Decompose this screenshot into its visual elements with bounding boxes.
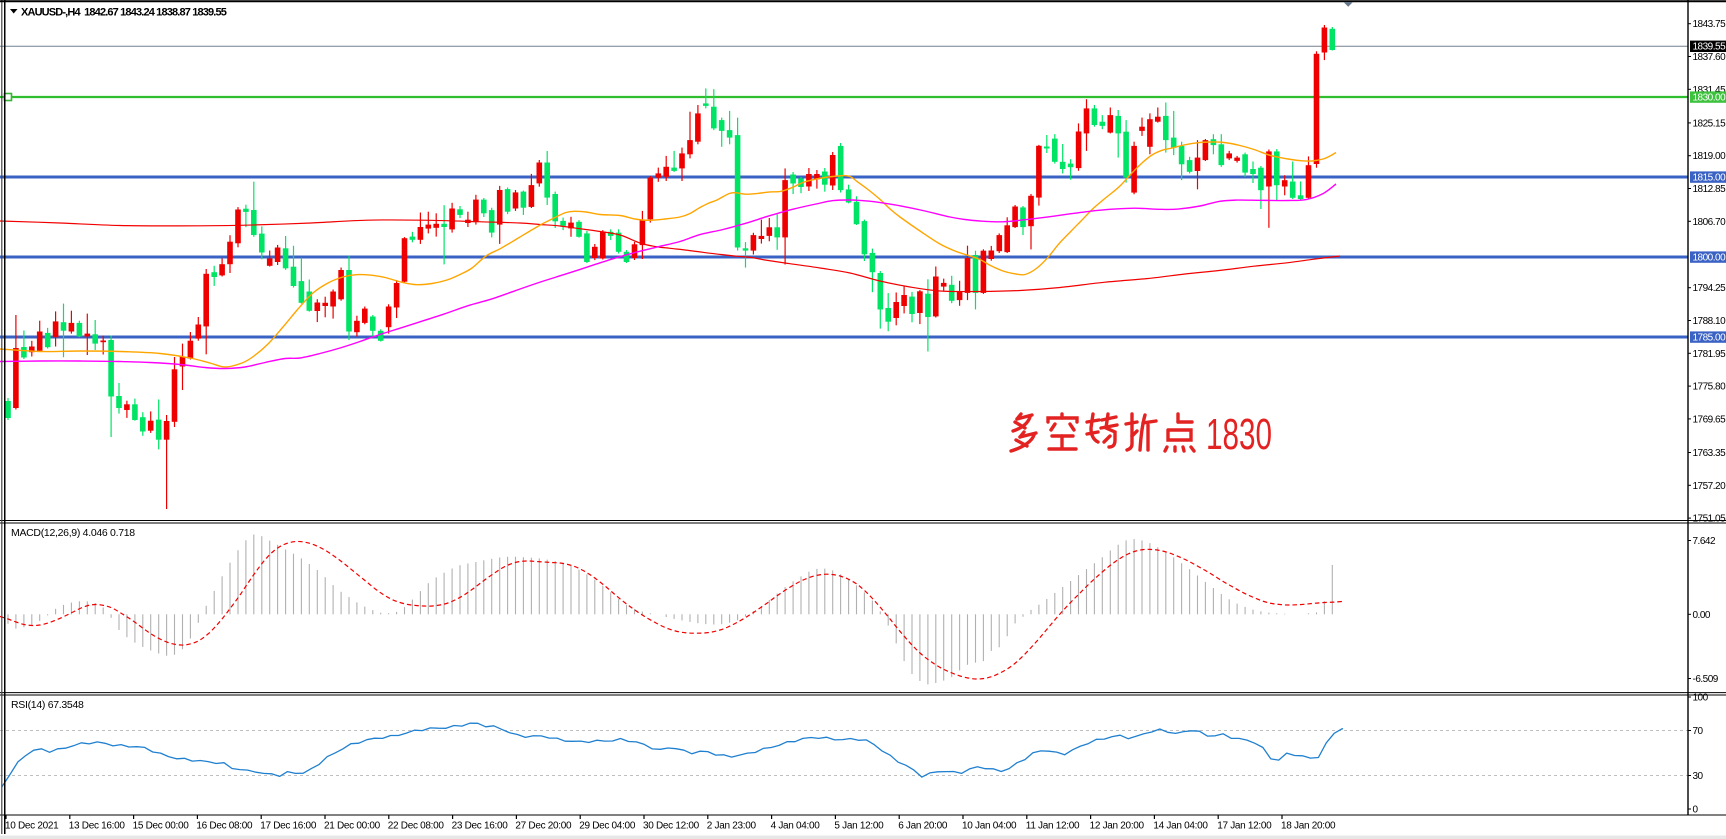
- svg-text:0.00: 0.00: [1693, 610, 1711, 621]
- svg-text:1751.05: 1751.05: [1693, 514, 1726, 525]
- svg-text:16 Dec 08:00: 16 Dec 08:00: [196, 821, 253, 832]
- svg-text:17 Jan 12:00: 17 Jan 12:00: [1217, 821, 1272, 832]
- svg-text:2 Jan 23:00: 2 Jan 23:00: [707, 821, 757, 832]
- svg-text:10 Jan 04:00: 10 Jan 04:00: [962, 821, 1017, 832]
- svg-text:1794.25: 1794.25: [1693, 283, 1726, 294]
- svg-text:1785.00: 1785.00: [1693, 333, 1726, 344]
- svg-text:18 Jan 20:00: 18 Jan 20:00: [1281, 821, 1336, 832]
- svg-text:1830: 1830: [1206, 410, 1272, 459]
- svg-text:1757.20: 1757.20: [1693, 481, 1726, 492]
- svg-text:1815.00: 1815.00: [1693, 173, 1726, 184]
- svg-text:15 Dec 00:00: 15 Dec 00:00: [133, 821, 190, 832]
- svg-text:23 Dec 16:00: 23 Dec 16:00: [452, 821, 509, 832]
- svg-text:4 Jan 04:00: 4 Jan 04:00: [771, 821, 821, 832]
- svg-text:30 Dec 12:00: 30 Dec 12:00: [643, 821, 700, 832]
- svg-text:1819.00: 1819.00: [1693, 151, 1726, 162]
- svg-text:100: 100: [1693, 693, 1709, 704]
- svg-text:1837.60: 1837.60: [1693, 52, 1726, 63]
- svg-text:-6.509: -6.509: [1693, 674, 1719, 685]
- svg-text:1769.65: 1769.65: [1693, 414, 1726, 425]
- svg-text:0: 0: [1693, 805, 1699, 816]
- svg-text:1843.75: 1843.75: [1693, 19, 1726, 30]
- svg-text:1781.95: 1781.95: [1693, 349, 1726, 360]
- svg-text:22 Dec 08:00: 22 Dec 08:00: [388, 821, 445, 832]
- svg-text:12 Jan 20:00: 12 Jan 20:00: [1090, 821, 1145, 832]
- svg-text:1800.00: 1800.00: [1693, 253, 1726, 264]
- svg-text:MACD(12,26,9) 4.046 0.718: MACD(12,26,9) 4.046 0.718: [11, 527, 135, 539]
- svg-text:21 Dec 00:00: 21 Dec 00:00: [324, 821, 381, 832]
- svg-text:17 Dec 16:00: 17 Dec 16:00: [260, 821, 317, 832]
- svg-text:30: 30: [1693, 771, 1704, 782]
- svg-text:7.642: 7.642: [1693, 536, 1716, 547]
- svg-text:11 Jan 12:00: 11 Jan 12:00: [1026, 821, 1080, 832]
- svg-text:1806.70: 1806.70: [1693, 217, 1726, 228]
- svg-text:1812.85: 1812.85: [1693, 184, 1726, 195]
- svg-text:1763.35: 1763.35: [1693, 448, 1726, 459]
- svg-text:6 Jan 20:00: 6 Jan 20:00: [898, 821, 948, 832]
- svg-text:5 Jan 12:00: 5 Jan 12:00: [834, 821, 884, 832]
- svg-text:13 Dec 16:00: 13 Dec 16:00: [69, 821, 126, 832]
- svg-text:1788.10: 1788.10: [1693, 316, 1726, 327]
- svg-text:27 Dec 20:00: 27 Dec 20:00: [515, 821, 572, 832]
- svg-text:1825.15: 1825.15: [1693, 118, 1726, 129]
- svg-text:70: 70: [1693, 726, 1704, 737]
- svg-text:1831.45: 1831.45: [1693, 85, 1726, 96]
- svg-text:1839.55: 1839.55: [1693, 42, 1726, 53]
- svg-text:1775.80: 1775.80: [1693, 382, 1726, 393]
- svg-text:RSI(14) 67.3548: RSI(14) 67.3548: [11, 699, 84, 711]
- svg-text:10 Dec 2021: 10 Dec 2021: [5, 821, 59, 832]
- svg-text:1830.00: 1830.00: [1693, 93, 1726, 104]
- svg-text:XAUUSD-,H4 1842.67 1843.24 18: XAUUSD-,H4 1842.67 1843.24 1838.87 1839.…: [21, 7, 227, 19]
- svg-text:29 Dec 04:00: 29 Dec 04:00: [579, 821, 636, 832]
- svg-text:14 Jan 04:00: 14 Jan 04:00: [1153, 821, 1208, 832]
